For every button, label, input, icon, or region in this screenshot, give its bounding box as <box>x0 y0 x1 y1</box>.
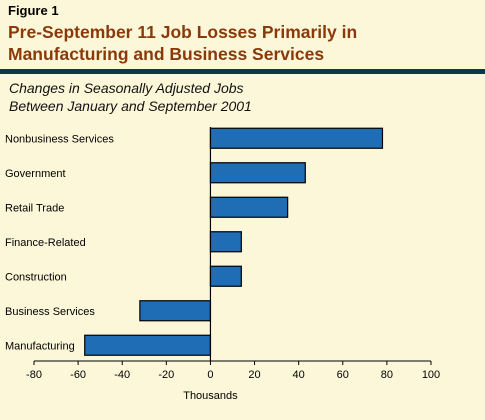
x-tick-label: -40 <box>114 369 130 381</box>
bar-construction <box>209 265 242 287</box>
title-rule <box>0 69 485 74</box>
category-label: Finance-Related <box>5 237 86 249</box>
labels-layer: Nonbusiness Services Government Retail Tra… <box>5 133 440 402</box>
category-label: Retail Trade <box>5 202 64 214</box>
x-tick-label: 0 <box>207 369 213 381</box>
bar-business-services <box>139 300 212 322</box>
x-tick-label: 60 <box>337 369 349 381</box>
figure-title-line-2: Manufacturing and Business Services <box>8 44 325 64</box>
chart-subtitle: Changes in Seasonally Adjusted Jobs Betw… <box>9 79 479 115</box>
category-label: Manufacturing <box>5 340 75 352</box>
category-label: Government <box>5 168 66 180</box>
x-tick-label: -20 <box>158 369 174 381</box>
chart-subtitle-line-1: Changes in Seasonally Adjusted Jobs <box>9 80 244 96</box>
bars-layer <box>84 127 384 356</box>
bar-manufacturing <box>84 334 212 356</box>
x-tick-label: -60 <box>70 369 86 381</box>
x-tick-label: 40 <box>293 369 305 381</box>
chart-subtitle-line-2: Between January and September 2001 <box>9 98 252 114</box>
figure-title: Pre-September 11 Job Losses Primarily in… <box>8 21 478 65</box>
category-label: Business Services <box>5 306 95 318</box>
x-tick-label: 100 <box>422 369 440 381</box>
x-tick-label: 20 <box>248 369 260 381</box>
bar-retail-trade <box>209 196 289 218</box>
x-tick-label: 80 <box>381 369 393 381</box>
figure-label: Figure 1 <box>8 3 59 18</box>
x-tick-label: -80 <box>26 369 42 381</box>
axes-layer <box>33 127 432 365</box>
figure-title-line-1: Pre-September 11 Job Losses Primarily in <box>8 22 358 42</box>
category-label: Construction <box>5 271 67 283</box>
bar-finance-related <box>209 231 242 253</box>
x-axis-title: Thousands <box>183 390 238 402</box>
category-label: Nonbusiness Services <box>5 133 114 145</box>
bar-government <box>209 162 306 184</box>
bar-nonbusiness-services <box>209 127 384 149</box>
